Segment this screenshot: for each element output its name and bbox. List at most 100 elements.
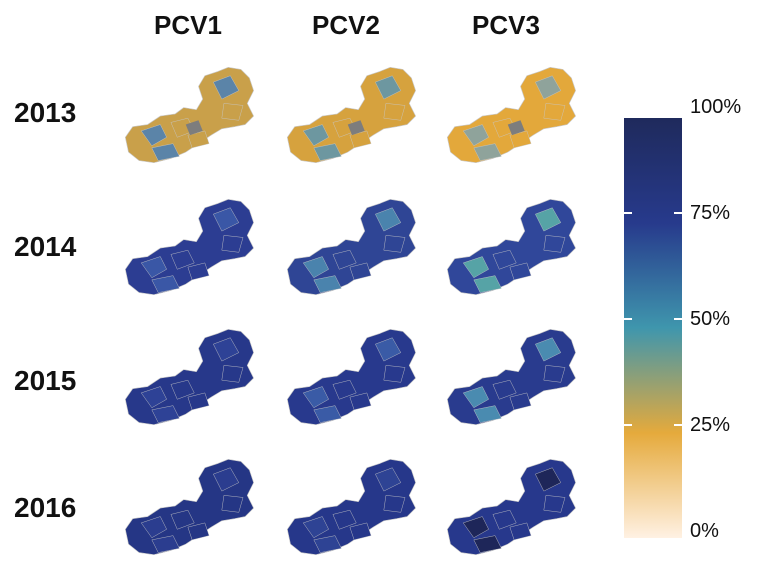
district-region bbox=[492, 509, 517, 530]
row-label-2014: 2014 bbox=[14, 231, 77, 262]
district-region bbox=[313, 143, 342, 161]
legend-tick-25 bbox=[624, 424, 632, 426]
legend-tick-75-r bbox=[674, 212, 682, 214]
district-region bbox=[535, 75, 562, 100]
district-region bbox=[221, 103, 244, 121]
column-label-pcv2: PCV2 bbox=[312, 10, 380, 40]
district-region bbox=[349, 130, 372, 149]
legend-label-25: 25% bbox=[690, 414, 731, 436]
district-region bbox=[221, 365, 244, 383]
legend-label-50: 50% bbox=[690, 308, 731, 330]
district-region bbox=[187, 262, 210, 281]
district-region bbox=[462, 256, 489, 279]
district-region bbox=[213, 467, 240, 492]
column-label-pcv1: PCV1 bbox=[154, 10, 222, 40]
district-region bbox=[170, 379, 195, 400]
district-region bbox=[302, 386, 329, 409]
legend-label-0: 0% bbox=[690, 520, 719, 542]
district-region bbox=[509, 522, 532, 541]
row-label-2015: 2015 bbox=[14, 365, 77, 396]
district-region bbox=[140, 256, 167, 279]
map-2013-pcv2 bbox=[286, 66, 417, 164]
district-region bbox=[535, 337, 562, 362]
district-region bbox=[349, 522, 372, 541]
district-region bbox=[332, 509, 357, 530]
district-region bbox=[302, 256, 329, 279]
map-2015-pcv2 bbox=[286, 328, 417, 426]
district-region bbox=[383, 235, 406, 253]
no-data-region bbox=[185, 120, 203, 136]
district-region bbox=[332, 379, 357, 400]
district-region bbox=[509, 392, 532, 411]
district-region bbox=[375, 207, 402, 232]
map-2015-pcv3 bbox=[446, 328, 577, 426]
district-region bbox=[375, 467, 402, 492]
district-region bbox=[535, 207, 562, 232]
map-2014-pcv1 bbox=[124, 198, 255, 296]
district-region bbox=[535, 467, 562, 492]
district-region bbox=[313, 405, 342, 423]
district-region bbox=[543, 365, 566, 383]
district-region bbox=[187, 392, 210, 411]
district-region bbox=[462, 386, 489, 409]
district-region bbox=[543, 103, 566, 121]
district-region bbox=[213, 337, 240, 362]
district-region bbox=[221, 495, 244, 513]
map-2015-pcv1 bbox=[124, 328, 255, 426]
district-region bbox=[170, 509, 195, 530]
map-2016-pcv2 bbox=[286, 458, 417, 556]
legend-label-100: 100% bbox=[690, 96, 742, 118]
district-region bbox=[151, 535, 180, 553]
district-region bbox=[375, 75, 402, 100]
no-data-region bbox=[347, 120, 365, 136]
row-label-2013: 2013 bbox=[14, 97, 77, 128]
district-region bbox=[302, 124, 329, 147]
district-region bbox=[509, 262, 532, 281]
district-region bbox=[375, 337, 402, 362]
legend-tick-50-r bbox=[674, 318, 682, 320]
district-region bbox=[492, 379, 517, 400]
district-region bbox=[313, 275, 342, 293]
row-label-2016: 2016 bbox=[14, 492, 77, 523]
district-region bbox=[213, 207, 240, 232]
district-region bbox=[140, 124, 167, 147]
district-region bbox=[462, 124, 489, 147]
map-2016-pcv1 bbox=[124, 458, 255, 556]
district-region bbox=[151, 275, 180, 293]
map-2013-pcv3 bbox=[446, 66, 577, 164]
legend-tick-50 bbox=[624, 318, 632, 320]
district-region bbox=[492, 249, 517, 270]
map-2013-pcv1 bbox=[124, 66, 255, 164]
district-region bbox=[462, 516, 489, 539]
district-region bbox=[383, 365, 406, 383]
district-region bbox=[383, 103, 406, 121]
legend-label-75: 75% bbox=[690, 202, 731, 224]
district-region bbox=[302, 516, 329, 539]
map-2014-pcv2 bbox=[286, 198, 417, 296]
district-region bbox=[170, 249, 195, 270]
district-region bbox=[473, 143, 502, 161]
district-region bbox=[349, 262, 372, 281]
district-region bbox=[151, 143, 180, 161]
district-region bbox=[473, 535, 502, 553]
district-region bbox=[221, 235, 244, 253]
district-region bbox=[187, 130, 210, 149]
district-region bbox=[349, 392, 372, 411]
district-region bbox=[509, 130, 532, 149]
district-region bbox=[473, 405, 502, 423]
legend-tick-25-r bbox=[674, 424, 682, 426]
no-data-region bbox=[507, 120, 525, 136]
district-region bbox=[383, 495, 406, 513]
district-region bbox=[543, 495, 566, 513]
district-region bbox=[213, 75, 240, 100]
legend-tick-75 bbox=[624, 212, 632, 214]
district-region bbox=[332, 249, 357, 270]
district-region bbox=[187, 522, 210, 541]
district-region bbox=[151, 405, 180, 423]
district-region bbox=[140, 516, 167, 539]
district-region bbox=[313, 535, 342, 553]
district-region bbox=[140, 386, 167, 409]
column-label-pcv3: PCV3 bbox=[472, 10, 540, 40]
map-2014-pcv3 bbox=[446, 198, 577, 296]
district-region bbox=[543, 235, 566, 253]
